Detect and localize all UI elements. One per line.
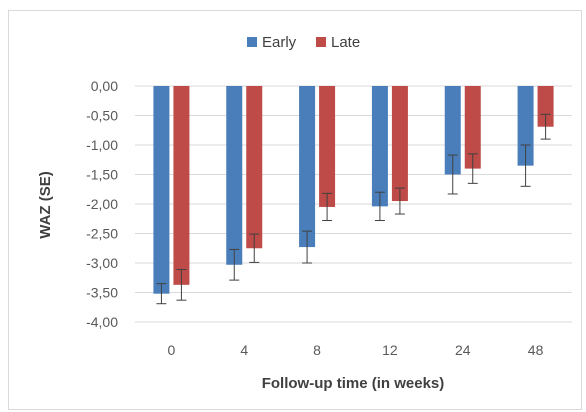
bar-late-24 bbox=[464, 86, 481, 169]
legend-label-late: Late bbox=[331, 34, 360, 51]
x-tick-label: 4 bbox=[240, 342, 248, 358]
error-bar-early-48 bbox=[520, 144, 531, 187]
chart-frame bbox=[8, 10, 582, 410]
y-tick-labels: 0,00 -0,50 -1,00 -1,50 -2,00 -2,50 -3,00 -3,50 -… bbox=[86, 78, 118, 330]
x-tick-label: 8 bbox=[313, 342, 321, 358]
bar-late-8 bbox=[319, 86, 336, 207]
x-tick-label: 48 bbox=[528, 342, 544, 358]
bar-late-48 bbox=[537, 86, 554, 127]
bar-late-12 bbox=[391, 86, 408, 202]
error-bar-late-4 bbox=[249, 233, 260, 263]
y-tick-label: -1,00 bbox=[86, 137, 118, 153]
bar-early-4 bbox=[226, 86, 243, 265]
x-tick-labels: 0 4 8 12 24 48 bbox=[168, 342, 544, 358]
x-tick-label: 24 bbox=[455, 342, 471, 358]
y-tick-label: -2,00 bbox=[86, 196, 118, 212]
error-bar-late-24 bbox=[467, 153, 478, 184]
y-tick-label: -0,50 bbox=[86, 108, 118, 124]
gridlines bbox=[135, 85, 572, 323]
bar-early-8 bbox=[299, 86, 316, 248]
y-axis-title: WAZ (SE) bbox=[37, 171, 54, 239]
bar-early-24 bbox=[444, 86, 461, 175]
y-tick-label: -2,50 bbox=[86, 226, 118, 242]
y-tick-label: -1,50 bbox=[86, 167, 118, 183]
legend-swatch-early bbox=[247, 37, 257, 47]
y-tick-label: -3,50 bbox=[86, 285, 118, 301]
error-bars bbox=[156, 113, 551, 305]
error-bar-early-12 bbox=[374, 191, 385, 222]
error-bar-early-0 bbox=[156, 283, 167, 305]
bars bbox=[153, 86, 554, 294]
error-bar-late-48 bbox=[540, 113, 551, 140]
error-bar-late-0 bbox=[176, 268, 187, 301]
legend: Early Late bbox=[247, 34, 360, 51]
legend-swatch-late bbox=[316, 37, 326, 47]
x-tick-label: 12 bbox=[382, 342, 398, 358]
x-tick-label: 0 bbox=[168, 342, 176, 358]
bar-early-48 bbox=[517, 86, 534, 166]
bar-early-0 bbox=[153, 86, 170, 294]
bar-early-12 bbox=[371, 86, 388, 207]
error-bar-early-24 bbox=[447, 154, 458, 195]
error-bar-late-12 bbox=[394, 187, 405, 215]
y-tick-label: -3,00 bbox=[86, 255, 118, 271]
x-axis-title: Follow-up time (in weeks) bbox=[262, 375, 445, 392]
y-tick-label: 0,00 bbox=[91, 78, 118, 94]
error-bar-late-8 bbox=[322, 192, 333, 222]
legend-label-early: Early bbox=[262, 34, 297, 51]
bar-late-4 bbox=[246, 86, 263, 249]
y-tick-label: -4,00 bbox=[86, 314, 118, 330]
error-bar-early-4 bbox=[229, 248, 240, 281]
error-bar-early-8 bbox=[302, 230, 313, 264]
bar-late-0 bbox=[173, 86, 190, 285]
